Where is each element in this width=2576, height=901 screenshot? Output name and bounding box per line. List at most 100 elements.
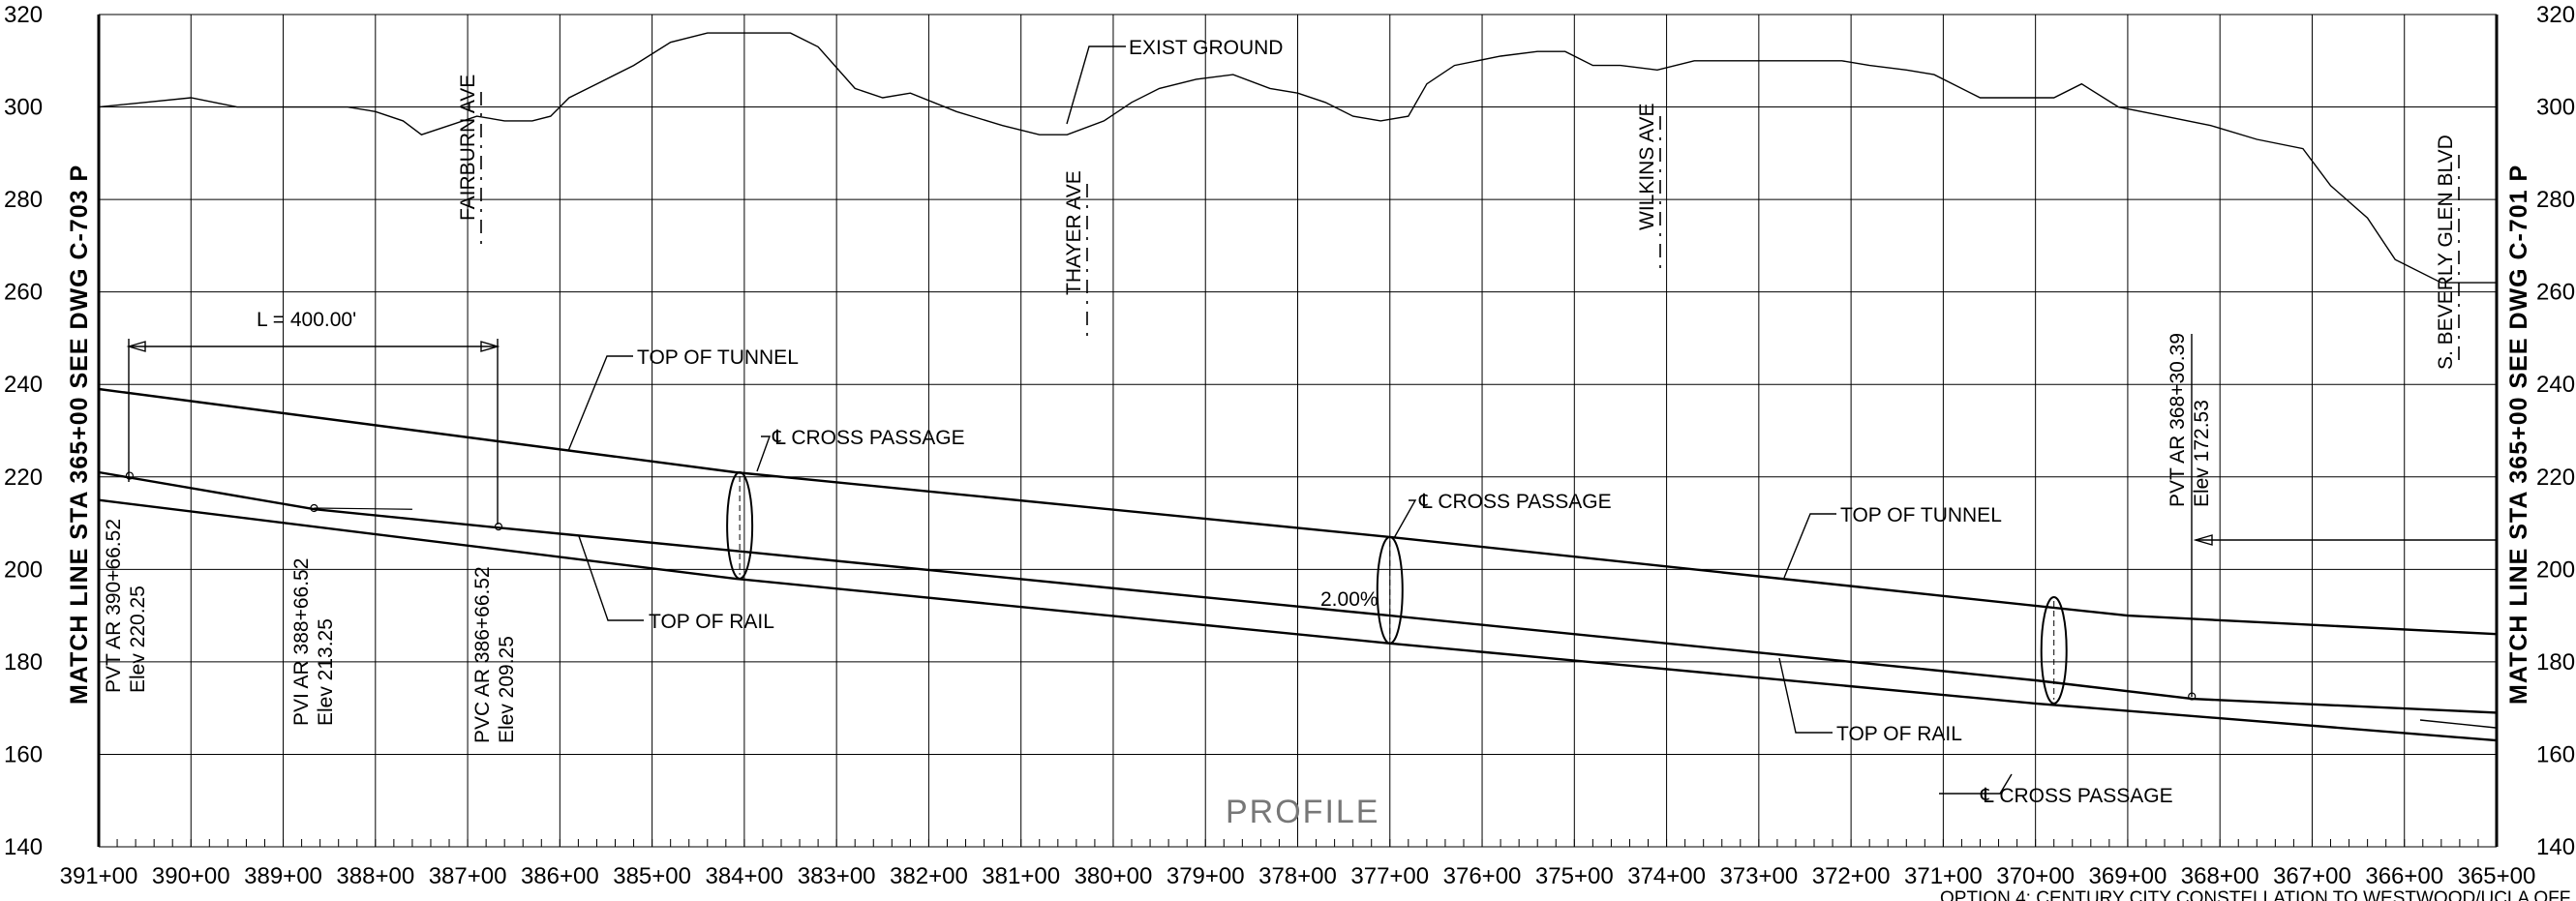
- y-tick-right: 200: [2536, 556, 2575, 583]
- x-tick: 376+00: [1443, 863, 1522, 889]
- y-tick-left: 200: [4, 556, 43, 583]
- curve-dim-arrow-right: [480, 341, 500, 352]
- pvt1-station: PVT AR 390+66.52: [103, 519, 125, 693]
- x-tick: 381+00: [982, 863, 1060, 889]
- street-label-fairburn: FAIRBURN AVE: [457, 75, 479, 221]
- cross-3-label: ℄ CROSS PASSAGE: [1980, 785, 2173, 807]
- y-tick-left: 240: [4, 372, 43, 398]
- top-tunnel-1-leader: [567, 355, 633, 452]
- cross-passage-2: [1376, 535, 1404, 645]
- pvi-leader: [314, 507, 412, 510]
- tunnel-end-tick: [2419, 719, 2497, 729]
- x-tick: 371+00: [1904, 863, 1983, 889]
- x-tick: 378+00: [1258, 863, 1337, 889]
- x-tick: 384+00: [706, 863, 784, 889]
- x-tick: 389+00: [244, 863, 322, 889]
- cross-1-label: ℄ CROSS PASSAGE: [772, 427, 965, 449]
- cross-2-leader: [1393, 499, 1417, 539]
- footer-note: OPTION 4: CENTURY CITY CONSTELLATION TO …: [1940, 888, 2570, 901]
- series-top-of-rail: [98, 470, 2498, 714]
- match-line-right: MATCH LINE STA 365+00 SEE DWG C-701 P: [2505, 165, 2532, 705]
- x-tick: 386+00: [521, 863, 599, 889]
- x-tick: 391+00: [60, 863, 138, 889]
- x-tick: 368+00: [2181, 863, 2259, 889]
- x-tick-labels: 391+00 390+00 389+00 388+00 387+00 386+00 385+…: [60, 863, 2536, 889]
- x-tick: 372+00: [1812, 863, 1891, 889]
- y-tick-left: 140: [4, 834, 43, 860]
- y-tick-left: 260: [4, 280, 43, 306]
- y-tick-left: 160: [4, 741, 43, 767]
- x-tick: 379+00: [1167, 863, 1245, 889]
- x-tick: 382+00: [890, 863, 968, 889]
- y-tick-labels-left: 140 160 180 200 220 240 260 280 300 320: [4, 2, 43, 860]
- x-tick: 370+00: [1996, 863, 2075, 889]
- pvc-elev: Elev 209.25: [496, 636, 518, 743]
- y-tick-left: 180: [4, 649, 43, 676]
- x-tick: 388+00: [336, 863, 414, 889]
- top-rail-2-leader: [1778, 657, 1833, 734]
- y-tick-right: 300: [2536, 95, 2575, 121]
- y-tick-right: 260: [2536, 280, 2575, 306]
- x-tick: 385+00: [613, 863, 691, 889]
- x-tick: 374+00: [1627, 863, 1706, 889]
- cross-1-leader: [756, 435, 771, 472]
- street-label-thayer: THAYER AVE: [1063, 170, 1085, 295]
- pvt2-dim-arrow: [2193, 534, 2213, 546]
- y-tick-right: 320: [2536, 2, 2575, 28]
- pvi-point-3: [494, 523, 503, 531]
- grade-label: 2.00%: [1320, 588, 1379, 611]
- x-tick: 369+00: [2089, 863, 2167, 889]
- exist-ground-leader: [1066, 45, 1126, 125]
- x-tick: 375+00: [1535, 863, 1614, 889]
- pvi-elev: Elev 213.25: [315, 618, 337, 726]
- street-label-beverly: S. BEVERLY GLEN BLVD: [2435, 135, 2457, 370]
- top-rail-1-leader: [578, 535, 644, 621]
- y-tick-left: 300: [4, 95, 43, 121]
- grid: [97, 14, 2499, 848]
- x-tick: 387+00: [429, 863, 507, 889]
- y-tick-right: 180: [2536, 649, 2575, 676]
- curve-length-label: L = 400.00': [257, 309, 356, 331]
- top-tunnel-1-label: TOP OF TUNNEL: [637, 346, 799, 369]
- street-label-wilkins: WILKINS AVE: [1636, 104, 1658, 231]
- y-tick-right: 140: [2536, 834, 2575, 860]
- cross-2-label: ℄ CROSS PASSAGE: [1418, 491, 1612, 513]
- x-tick: 373+00: [1719, 863, 1798, 889]
- y-tick-right: 220: [2536, 465, 2575, 491]
- top-tunnel-2-label: TOP OF TUNNEL: [1840, 504, 2002, 526]
- y-tick-right: 240: [2536, 372, 2575, 398]
- curve-dim-arrow-left: [126, 341, 146, 352]
- street-markers: FAIRBURN AVE THAYER AVE WILKINS AVE S. B…: [457, 75, 2460, 370]
- pvi-point-1: [125, 471, 134, 480]
- y-tick-left: 320: [4, 2, 43, 28]
- cross-passage-3: [2040, 596, 2068, 705]
- pvi-station: PVI AR 388+66.52: [290, 558, 313, 726]
- cross-passage-1: [726, 471, 754, 580]
- station-labels: PVT AR 390+66.52 Elev 220.25 PVI AR 388+…: [103, 333, 2213, 743]
- top-rail-2-label: TOP OF RAIL: [1836, 723, 1962, 745]
- top-rail-1-label: TOP OF RAIL: [649, 611, 774, 633]
- x-tick: 383+00: [798, 863, 876, 889]
- series-exist-ground: [98, 32, 2497, 284]
- y-tick-right: 160: [2536, 741, 2575, 767]
- pvt2-station: PVT AR 368+30.39: [2167, 333, 2189, 507]
- pvc-station: PVC AR 386+66.52: [471, 566, 494, 743]
- exist-ground-label: EXIST GROUND: [1129, 37, 1283, 59]
- x-tick: 367+00: [2273, 863, 2351, 889]
- y-tick-left: 220: [4, 465, 43, 491]
- y-tick-labels-right: 140 160 180 200 220 240 260 280 300 320: [2536, 2, 2575, 860]
- match-line-left: MATCH LINE STA 365+00 SEE DWG C-703 P: [66, 165, 93, 705]
- y-tick-left: 280: [4, 187, 43, 213]
- x-tick: 390+00: [152, 863, 230, 889]
- y-tick-right: 280: [2536, 187, 2575, 213]
- callouts: EXIST GROUND TOP OF TUNNEL TOP OF RAIL ℄…: [126, 37, 2497, 807]
- cross-3-leader: [1939, 773, 2013, 795]
- x-tick: 365+00: [2458, 863, 2536, 889]
- pvt2-elev: Elev 172.53: [2191, 400, 2213, 507]
- profile-curves: [98, 32, 2498, 742]
- x-tick: 380+00: [1075, 863, 1153, 889]
- pvt1-elev: Elev 220.25: [127, 586, 149, 693]
- profile-title: PROFILE: [1226, 794, 1379, 830]
- top-tunnel-2-leader: [1783, 513, 1836, 579]
